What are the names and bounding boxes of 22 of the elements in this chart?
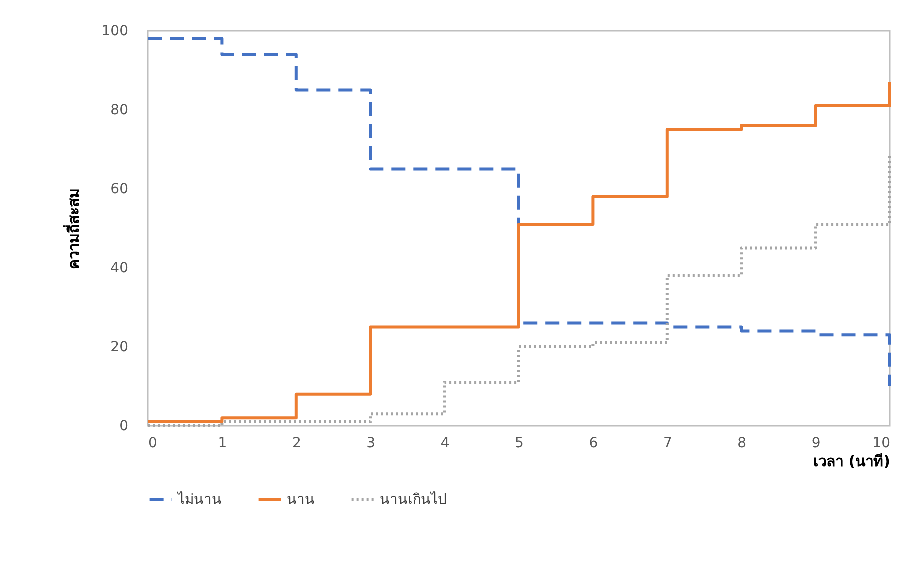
x-tick-label: 8: [738, 436, 747, 452]
legend-label: นาน: [287, 492, 315, 508]
y-tick-label: 60: [110, 182, 128, 198]
x-tick-label: 3: [366, 436, 376, 452]
legend-label: ไม่นาน: [177, 491, 222, 508]
y-axis-title: ความถี่สะสม: [62, 188, 83, 270]
x-axis-title: เวลา (นาที): [814, 452, 890, 470]
y-tick-label: 80: [110, 102, 128, 118]
x-tick-label: 2: [292, 436, 302, 452]
x-tick-label: 9: [812, 436, 821, 452]
y-tick-label: 40: [110, 260, 128, 276]
y-tick-label: 20: [110, 340, 128, 356]
x-tick-label: 5: [515, 436, 524, 452]
x-tick-label: 6: [589, 436, 598, 452]
x-tick-label: 1: [218, 436, 228, 452]
x-tick-label: 0: [148, 436, 158, 452]
legend-label: นานเกินไป: [380, 491, 447, 508]
x-tick-label: 10: [872, 436, 890, 452]
y-tick-label: 100: [102, 24, 128, 40]
x-tick-label: 7: [663, 436, 672, 452]
y-tick-label: 0: [120, 418, 128, 434]
x-tick-label: 4: [440, 436, 450, 452]
